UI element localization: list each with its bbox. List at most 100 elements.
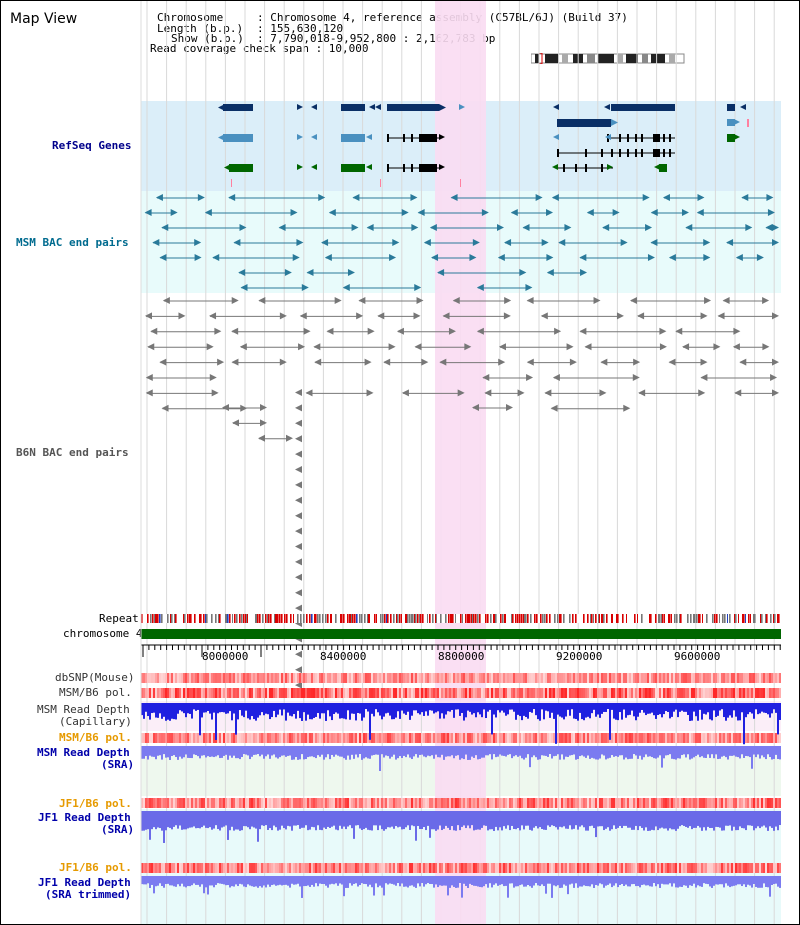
polymorphism-cell [245,688,247,698]
polymorphism-cell [201,798,203,808]
read-depth-bar [701,876,703,887]
read-depth-bar [317,703,319,714]
read-depth-bar [539,876,541,886]
polymorphism-cell [253,863,255,873]
read-depth-bar [159,876,161,884]
read-depth-bar [467,811,469,826]
polymorphism-cell [549,673,551,683]
polymorphism-cell [375,673,377,683]
read-depth-bar [493,811,495,831]
polymorphism-cell [673,673,675,683]
repeat-element [459,614,461,623]
repeat-element [611,614,613,623]
read-depth-bar [729,703,731,716]
strand-arrow [700,374,708,381]
read-depth-bar [677,746,679,759]
polymorphism-cell [715,673,717,683]
polymorphism-cell [417,863,419,873]
read-depth-bar [337,703,339,714]
repeat-element [735,614,737,623]
read-depth-bar [231,703,233,721]
polymorphism-cell [169,863,171,873]
polymorphism-cell [727,733,729,743]
polymorphism-cell [503,863,505,873]
read-depth-bar [501,811,503,831]
read-depth-bar [351,703,353,714]
read-depth-bar [465,876,467,886]
repeat-element [649,614,651,623]
strand-arrow [569,358,577,366]
read-depth-bar [309,811,311,830]
polymorphism-cell [173,733,175,743]
polymorphism-cell [389,798,391,808]
read-depth-bar [523,876,525,887]
polymorphism-cell [307,673,309,683]
repeat-element [674,614,676,623]
polymorphism-cell [431,688,433,698]
read-depth-bar [577,876,579,888]
read-depth-bar [727,876,729,886]
strand-arrow [765,224,773,231]
polymorphism-cell [713,688,715,698]
polymorphism-cell [203,673,205,683]
polymorphism-cell [527,688,529,698]
polymorphism-cell [443,863,445,873]
read-depth-bar [683,746,685,755]
read-depth-bar [511,876,513,884]
polymorphism-cell [685,733,687,743]
polymorphism-cell [779,798,781,808]
strand-arrow [675,327,683,335]
read-depth-bar [717,811,719,828]
read-depth-bar [259,876,261,887]
polymorphism-cell [381,798,383,808]
polymorphism-cell [517,673,519,683]
track-label-b6n-bac[interactable]: B6N BAC end pairs [16,446,129,459]
polymorphism-cell [341,733,343,743]
repeat-element [559,614,561,623]
polymorphism-cell [515,863,517,873]
read-depth-bar [659,746,661,756]
read-depth-bar [605,811,607,829]
read-depth-bar [337,811,339,831]
read-depth-bar [187,811,189,829]
read-depth-bar [543,703,545,720]
read-depth-bar [449,811,451,830]
read-depth-bar [263,703,265,716]
read-depth-bar [683,876,685,886]
polymorphism-cell [629,863,631,873]
polymorphism-cell [367,673,369,683]
polymorphism-cell [689,863,691,873]
polymorphism-cell [461,863,463,873]
read-depth-bar [321,876,323,885]
read-depth-bar [739,746,741,759]
read-depth-bar [289,746,291,756]
read-depth-bar [597,876,599,886]
polymorphism-cell [657,863,659,873]
strand-arrow [772,312,779,320]
read-depth-bar [357,703,359,714]
polymorphism-cell [763,798,765,808]
polymorphism-cell [685,673,687,683]
repeat-element [294,614,296,623]
track-label-refseq[interactable]: RefSeq Genes [52,139,132,152]
read-depth-bar [267,876,269,885]
polymorphism-cell [501,673,503,683]
strand-arrow [155,194,163,201]
strand-arrow [411,224,419,231]
polymorphism-cell [371,673,373,683]
read-depth-bar [535,811,537,827]
polymorphism-cell [719,863,721,873]
read-depth-bar [243,746,245,755]
read-depth-bar [539,746,541,760]
strand-arrow [554,327,562,335]
read-depth-bar [763,746,765,758]
polymorphism-cell [573,688,575,698]
polymorphism-cell [453,673,455,683]
read-depth-bar [299,746,301,760]
track-label-msm-bac[interactable]: MSM BAC end pairs [16,236,129,249]
read-depth-bar [519,811,521,831]
polymorphism-cell [413,673,415,683]
polymorphism-cell [179,733,181,743]
read-depth-bar [485,876,487,885]
